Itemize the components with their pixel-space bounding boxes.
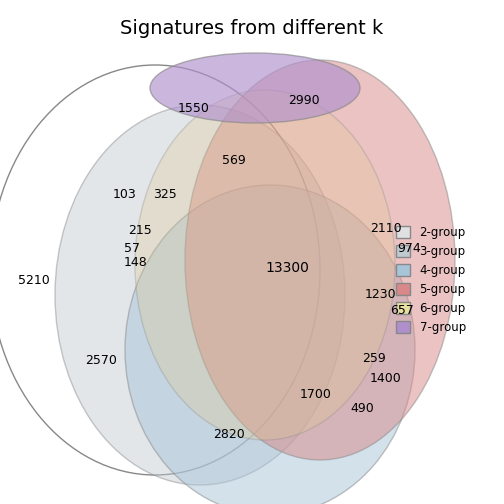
Text: 1230: 1230 [365, 288, 397, 301]
Text: 57: 57 [124, 241, 140, 255]
Text: 2990: 2990 [288, 94, 320, 106]
Ellipse shape [185, 60, 455, 460]
Text: 325: 325 [153, 188, 177, 202]
Text: 13300: 13300 [265, 261, 309, 275]
Ellipse shape [55, 105, 345, 485]
Text: 215: 215 [128, 223, 152, 236]
Text: Signatures from different k: Signatures from different k [120, 19, 384, 37]
Text: 259: 259 [362, 351, 386, 364]
Text: 1550: 1550 [178, 101, 210, 114]
Ellipse shape [150, 53, 360, 123]
Text: 569: 569 [222, 154, 246, 166]
Text: 1400: 1400 [370, 371, 402, 385]
Ellipse shape [135, 90, 395, 440]
Text: 974: 974 [397, 241, 421, 255]
Text: 657: 657 [390, 303, 414, 317]
Text: 2570: 2570 [85, 353, 117, 366]
Legend: 2-group, 3-group, 4-group, 5-group, 6-group, 7-group: 2-group, 3-group, 4-group, 5-group, 6-gr… [396, 226, 466, 334]
Text: 103: 103 [113, 188, 137, 202]
Ellipse shape [125, 185, 415, 504]
Text: 5210: 5210 [18, 274, 50, 286]
Text: 1700: 1700 [300, 389, 332, 402]
Text: 148: 148 [124, 257, 148, 270]
Text: 490: 490 [350, 402, 374, 414]
Text: 2820: 2820 [213, 428, 245, 442]
Text: 2110: 2110 [370, 221, 402, 234]
